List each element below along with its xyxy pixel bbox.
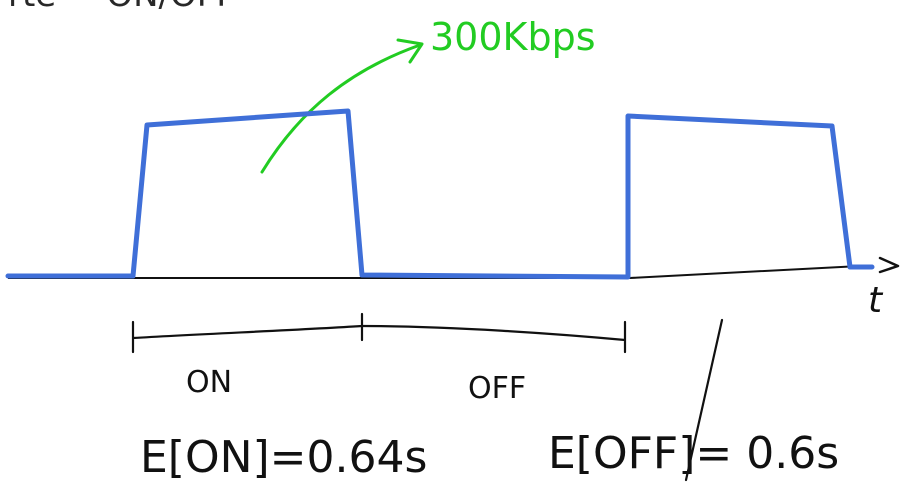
- time-axis-label: t: [868, 280, 884, 321]
- time-axis-arrowhead-icon: [878, 256, 900, 274]
- top-fragment-text: rte = ON/OFF: [8, 0, 236, 15]
- on-off-signal: [5, 108, 875, 280]
- expected-off-duration: E[OFF]= 0.6s: [548, 428, 839, 479]
- on-period-label: ON: [186, 365, 232, 400]
- off-duration-bracket: [360, 320, 627, 354]
- slash-mark: [684, 318, 724, 482]
- on-duration-bracket: [131, 312, 364, 354]
- rate-arrow: [260, 43, 422, 174]
- expected-on-duration: E[ON]=0.64s: [140, 432, 427, 483]
- rate-label: 300Kbps: [430, 15, 596, 59]
- rate-arrowhead-icon: [396, 38, 424, 64]
- off-period-label: OFF: [468, 371, 526, 406]
